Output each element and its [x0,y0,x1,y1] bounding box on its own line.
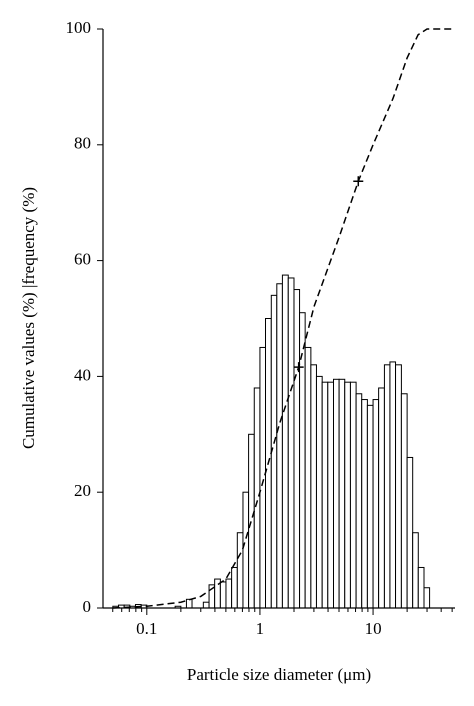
bar [310,364,317,609]
y-tick-label: 40 [74,365,91,384]
bar [349,381,357,609]
bar [304,346,312,609]
bar [355,393,363,609]
bar [361,399,368,609]
bar [219,581,227,609]
bar [242,491,250,609]
bar [395,364,402,609]
x-tick-label: 1 [256,619,265,638]
y-tick-label: 60 [74,250,91,269]
bar [372,399,380,609]
bar [231,566,238,609]
bar [248,433,255,609]
y-tick-label: 20 [74,481,91,500]
bar [366,404,374,609]
bar [417,566,425,609]
bar [400,393,408,609]
bar [406,456,414,609]
x-tick-label: 0.1 [136,619,157,638]
y-tick-label: 0 [83,597,92,616]
bar [383,364,391,609]
bar [389,361,397,609]
x-axis-label: Particle size diameter (μm) [187,665,371,684]
bar [327,381,335,609]
bar [225,578,233,609]
bar [321,381,329,609]
y-axis-label: Cumulative values (%) |frequency (%) [19,187,38,449]
bar [259,346,267,609]
cumulative-line [112,28,453,609]
marker [293,362,304,373]
bar [293,289,301,609]
bar [281,274,289,609]
bar [333,378,340,609]
bar [236,532,244,609]
bar [287,277,295,609]
bar [202,601,210,609]
bar [276,283,283,609]
bar [412,532,419,609]
y-tick-label: 80 [74,134,91,153]
x-tick-label: 10 [365,619,382,638]
y-tick-label: 100 [66,18,92,37]
bar [338,378,346,609]
bar [185,598,193,609]
bar [344,381,351,609]
bar [315,375,323,609]
bar [299,312,306,609]
bar [423,587,431,609]
bar [378,387,385,609]
bar [253,387,261,609]
marker [353,176,364,187]
